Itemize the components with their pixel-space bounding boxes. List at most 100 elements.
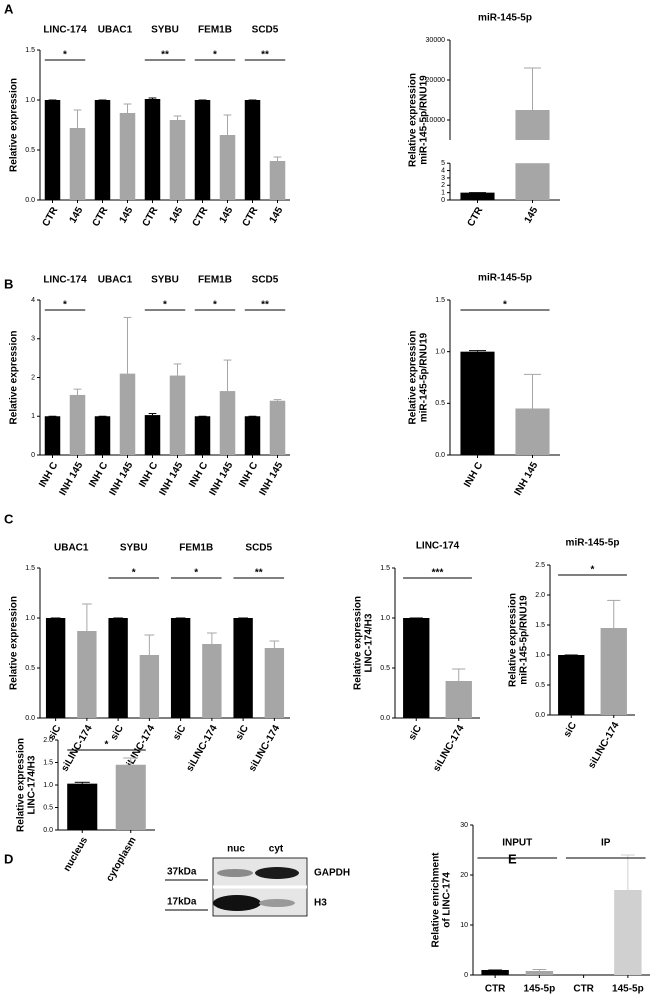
- panel-letter: B: [4, 276, 13, 291]
- y-tick-label: 3: [441, 175, 445, 182]
- y-tick-label: 0.0: [25, 715, 35, 722]
- y-tick-label: 5: [441, 160, 445, 167]
- y-axis-label: Relative expression: [9, 331, 20, 425]
- bar: [144, 99, 161, 200]
- y-tick-label: 4: [31, 297, 35, 304]
- y-tick-label: 2: [441, 182, 445, 189]
- y-tick-label: 0.5: [25, 147, 35, 154]
- y-tick-label: 0.0: [43, 827, 53, 834]
- y-tick-label: 1.5: [25, 47, 35, 54]
- significance-star: *: [163, 300, 167, 311]
- y-axis-label: Relative expression: [408, 73, 419, 167]
- y-tick-label: 0.0: [435, 452, 445, 459]
- significance-star: *: [213, 300, 217, 311]
- bar: [515, 408, 550, 455]
- group-label: IP: [601, 838, 611, 849]
- bar: [170, 618, 191, 718]
- x-tick-label: siLINC-174: [59, 723, 95, 774]
- bar: [558, 655, 585, 715]
- x-tick-label: INH C: [37, 460, 60, 489]
- y-tick-label: 20000: [426, 77, 446, 84]
- y-tick-label: 2.5: [535, 562, 545, 569]
- bar: [115, 764, 146, 830]
- y-axis-label: Relative expression: [9, 78, 20, 172]
- group-label: FEM1B: [198, 25, 232, 36]
- group-label: LINC-174: [43, 275, 87, 286]
- y-tick-label: 1.5: [435, 297, 445, 304]
- x-tick-label: siC: [109, 723, 126, 742]
- y-tick-label: 1: [441, 189, 445, 196]
- marker-label: 37kDa: [167, 867, 197, 878]
- x-tick-label: 145: [523, 205, 541, 225]
- chart-title: miR-145-5p: [566, 538, 620, 549]
- bar: [144, 415, 161, 455]
- significance-star: *: [213, 50, 217, 61]
- bar: [44, 416, 61, 455]
- y-tick-label: 4: [441, 167, 445, 174]
- group-label: INPUT: [502, 838, 532, 849]
- x-tick-label: INH C: [462, 460, 485, 489]
- y-tick-label: 10: [460, 922, 468, 929]
- group-label: UBAC1: [54, 543, 89, 554]
- x-tick-label: siLINC-174: [586, 720, 622, 771]
- bar: [77, 631, 97, 718]
- y-tick-label: 1.0: [43, 782, 53, 789]
- y-axis-label: miR-145-5p/RNU19: [419, 75, 430, 165]
- y-axis-label: LINC-174/H3: [364, 613, 375, 672]
- y-axis-label: of LINC-174: [442, 872, 453, 928]
- bar: [403, 618, 430, 718]
- bar: [94, 416, 111, 455]
- chart-title: miR-145-5p: [478, 13, 532, 24]
- group-label: SCD5: [245, 543, 272, 554]
- x-tick-label: INH 145: [108, 460, 136, 498]
- x-tick-label: INH 145: [158, 460, 186, 498]
- panel-letter: C: [4, 511, 14, 526]
- x-tick-label: siC: [407, 723, 424, 742]
- x-tick-label: 145-5p: [612, 984, 644, 995]
- significance-star: **: [255, 568, 263, 579]
- bar: [515, 110, 550, 140]
- y-axis-label: Relative expression: [353, 596, 364, 690]
- x-tick-label: CTR: [485, 984, 506, 995]
- y-tick-label: 0: [464, 972, 468, 979]
- y-tick-label: 1.5: [380, 565, 390, 572]
- significance-star: *: [591, 565, 595, 576]
- y-tick-label: 20: [460, 872, 468, 879]
- bar: [67, 783, 98, 830]
- y-axis-label: miR-145-5p/RNU19: [419, 332, 430, 422]
- y-tick-label: 0: [31, 452, 35, 459]
- band: [213, 895, 261, 911]
- x-tick-label: nucleus: [62, 835, 91, 874]
- group-label: UBAC1: [98, 25, 133, 36]
- y-tick-label: 0: [441, 197, 445, 204]
- group-label: LINC-174: [43, 25, 87, 36]
- y-tick-label: 2.0: [43, 737, 53, 744]
- bar: [525, 971, 554, 975]
- group-label: SCD5: [252, 25, 279, 36]
- x-tick-label: INH C: [237, 460, 260, 489]
- bar: [44, 100, 61, 200]
- significance-star: **: [161, 50, 169, 61]
- western-blot: nuc cyt 37kDa 17kDa GAPDH H3: [165, 844, 350, 917]
- group-label: SCD5: [252, 275, 279, 286]
- x-tick-label: INH 145: [513, 460, 541, 498]
- protein-label: H3: [314, 898, 327, 909]
- y-tick-label: 2.0: [535, 592, 545, 599]
- y-tick-label: 1.0: [380, 615, 390, 622]
- bar: [194, 100, 211, 200]
- bar: [119, 113, 136, 200]
- bar: [169, 375, 186, 455]
- x-tick-label: siLINC-174: [431, 723, 467, 774]
- x-tick-label: 145: [118, 205, 136, 225]
- group-label: SYBU: [151, 25, 179, 36]
- significance-star: *: [63, 50, 67, 61]
- x-tick-label: CTR: [573, 984, 594, 995]
- y-tick-label: 30: [460, 822, 468, 829]
- band: [255, 867, 299, 879]
- y-tick-label: 1.5: [43, 759, 53, 766]
- group-label: SYBU: [151, 275, 179, 286]
- significance-star: **: [261, 300, 269, 311]
- x-tick-label: 145: [68, 205, 86, 225]
- bar: [269, 161, 286, 200]
- y-axis-label: Relative expression: [9, 596, 20, 690]
